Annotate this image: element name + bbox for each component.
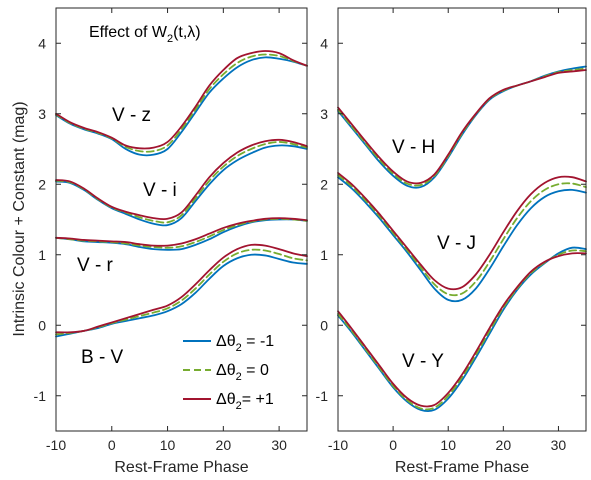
left-curve-b-v-series-1 [55, 248, 308, 336]
left-curves [55, 50, 308, 338]
curve-label-v-y: V - Y [402, 351, 444, 372]
annotation: Effect of W2(t,λ) [89, 24, 201, 45]
y-axis-title: Intrinsic Colour + Constant (mag) [11, 101, 28, 336]
left-y-tick-label: 3 [38, 106, 46, 122]
curve-label-v-j: V - J [437, 233, 476, 254]
x-axis-title-right: Rest-Frame Phase [395, 459, 529, 476]
left-x-tick-label: 30 [271, 437, 287, 453]
right-curve-v-h-series-2 [337, 69, 587, 185]
left-x-tick-label: -10 [46, 437, 66, 453]
right-y-tick-label: 4 [320, 35, 328, 51]
left-curve-b-v-series-0 [55, 253, 308, 338]
left-y-tick-label: -1 [34, 388, 47, 404]
legend-text-plus1: Δθ2= +1 [216, 391, 274, 412]
annotation-suffix: (t,λ) [173, 24, 201, 41]
left-curve-b-v-series-2 [55, 243, 308, 334]
left-curve-v-r-series-2 [55, 217, 308, 247]
right-y-tick-label: 1 [320, 247, 328, 263]
right-x-tick-label: -10 [328, 437, 348, 453]
right-y-tick-label: 3 [320, 106, 328, 122]
left-plot-frame [55, 7, 308, 432]
annotation-prefix: Effect of W [89, 24, 168, 41]
curve-label-v-r: V - r [77, 255, 114, 276]
left-y-tick-label: 1 [38, 247, 46, 263]
left-x-tick-label: 10 [160, 437, 176, 453]
right-x-tick-label: 0 [389, 437, 397, 453]
left-y-tick-label: 4 [38, 35, 46, 51]
left-curve-v-i-series-2 [55, 138, 308, 221]
left-ticks [55, 8, 307, 431]
curve-label-b-v: B - V [81, 347, 124, 368]
right-y-tick-label: -1 [316, 388, 329, 404]
right-curve-v-j-series-2 [337, 172, 587, 291]
curve-label-v-h: V - H [392, 137, 435, 158]
right-x-tick-label: 20 [496, 437, 512, 453]
right-y-tick-label: 2 [320, 176, 328, 192]
legend-text-zero: Δθ2 = 0 [216, 362, 269, 383]
left-x-tick-label: 20 [216, 437, 232, 453]
right-ticks [337, 8, 586, 431]
right-curve-v-j-series-0 [337, 176, 587, 303]
left-y-tick-label: 2 [38, 176, 46, 192]
annotation-subscript: 2 [167, 33, 173, 45]
legend-text-minus1: Δθ2 = -1 [216, 333, 274, 354]
curve-label-v-i: V - i [143, 180, 177, 201]
right-y-tick-label: 0 [320, 317, 328, 333]
left-y-tick-label: 0 [38, 317, 46, 333]
legend: Δθ2 = -1 Δθ2 = 0 Δθ2= +1 [183, 333, 274, 412]
right-x-tick-label: 30 [551, 437, 567, 453]
right-x-tick-label: 10 [440, 437, 456, 453]
left-x-tick-label: 0 [108, 437, 116, 453]
right-curve-v-j-series-1 [337, 174, 587, 297]
right-curves [337, 65, 587, 412]
left-curve-v-z-series-2 [55, 50, 308, 150]
curve-label-v-z: V - z [112, 105, 151, 126]
right-curve-v-y-series-2 [337, 252, 587, 408]
right-plot-area [338, 8, 586, 431]
right-plot-frame [337, 7, 587, 432]
x-axis-title-left: Rest-Frame Phase [114, 459, 248, 476]
